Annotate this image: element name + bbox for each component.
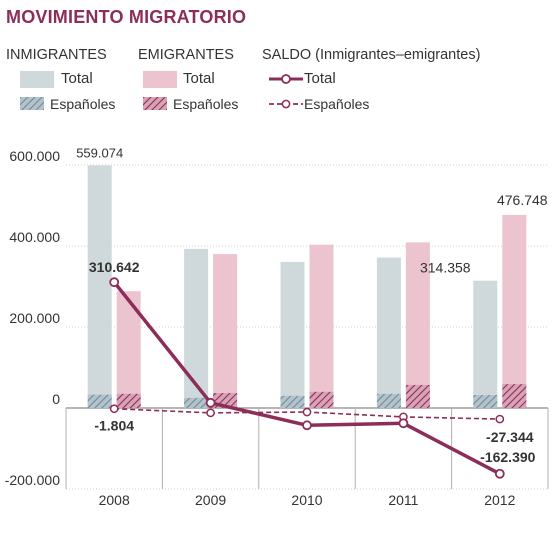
y-tick-label: 0 <box>52 391 60 407</box>
chart-title: MOVIMIENTO MIGRATORIO <box>6 7 247 27</box>
legend-label-balance-total: Total <box>304 70 336 87</box>
legend-swatch-emigrants-total <box>143 71 177 88</box>
bar-immigrants-total <box>473 280 498 408</box>
point-balance-spanish <box>495 414 505 424</box>
bar-immigrants-total <box>184 248 209 408</box>
data-label: 310.642 <box>89 259 140 275</box>
y-tick-label: 600.000 <box>9 148 60 164</box>
y-tick-label: -200.000 <box>5 472 60 488</box>
legend-swatch-immigrants-spanish <box>20 97 44 110</box>
legend-header-immigrants: INMIGRANTES <box>6 47 107 63</box>
point-balance-total <box>109 277 120 288</box>
legend-header-balance: SALDO (Inmigrantes–emigrantes) <box>262 47 481 63</box>
legend-swatch-immigrants-total <box>20 71 54 88</box>
bar-immigrants-total <box>87 165 112 408</box>
x-tick-label: 2011 <box>388 492 418 508</box>
point-balance-spanish <box>109 404 119 414</box>
legend-swatch-emigrants-spanish <box>143 97 167 110</box>
bar-immigrants-total <box>280 261 305 408</box>
legend-swatch-balance-spanish <box>269 99 303 109</box>
point-balance-spanish <box>302 407 312 417</box>
y-tick-label: 200.000 <box>9 310 60 326</box>
bar-emigrants-total <box>502 214 527 408</box>
legend-header-emigrants: EMIGRANTES <box>138 47 234 63</box>
point-balance-total <box>205 397 216 408</box>
x-tick-label: 2010 <box>291 492 322 508</box>
data-label: 476.748 <box>497 192 548 208</box>
x-tick-label: 2012 <box>484 492 515 508</box>
line-balance-total <box>112 281 501 476</box>
point-balance-total <box>302 420 312 431</box>
x-tick-label: 2008 <box>99 492 130 508</box>
data-label: -1.804 <box>94 418 134 434</box>
legend-label-balance-spanish: Españoles <box>304 96 370 112</box>
bar-immigrants-total <box>376 257 401 408</box>
bar-immigrants-spanish <box>376 393 401 408</box>
legend-swatch-balance-total <box>269 74 303 84</box>
bar-emigrants-spanish <box>116 393 141 408</box>
data-label: 559.074 <box>76 145 123 160</box>
point-balance-spanish <box>206 408 215 418</box>
bar-emigrants-total <box>213 254 238 408</box>
bar-emigrants-total <box>309 244 334 408</box>
data-label: 314.358 <box>420 260 471 276</box>
bar-immigrants-spanish <box>184 397 209 408</box>
bar-emigrants-total <box>405 242 430 408</box>
data-label: -162.390 <box>480 449 535 465</box>
legend-label-emigrants-total: Total <box>183 70 215 87</box>
legend-label-immigrants-spanish: Españoles <box>50 96 116 112</box>
legend-label-emigrants-spanish: Españoles <box>173 96 239 112</box>
x-tick-label: 2009 <box>195 492 226 508</box>
point-balance-total <box>398 418 409 429</box>
bar-immigrants-spanish <box>87 394 112 408</box>
bar-immigrants-spanish <box>280 395 305 408</box>
bar-emigrants-spanish <box>309 391 334 408</box>
y-tick-label: 400.000 <box>9 229 60 245</box>
point-balance-total <box>494 468 505 479</box>
bar-emigrants-spanish <box>405 384 430 408</box>
bar-immigrants-spanish <box>473 395 498 408</box>
bar-emigrants-spanish <box>502 384 527 408</box>
legend-label-immigrants-total: Total <box>61 70 93 87</box>
data-label: -27.344 <box>486 429 534 445</box>
